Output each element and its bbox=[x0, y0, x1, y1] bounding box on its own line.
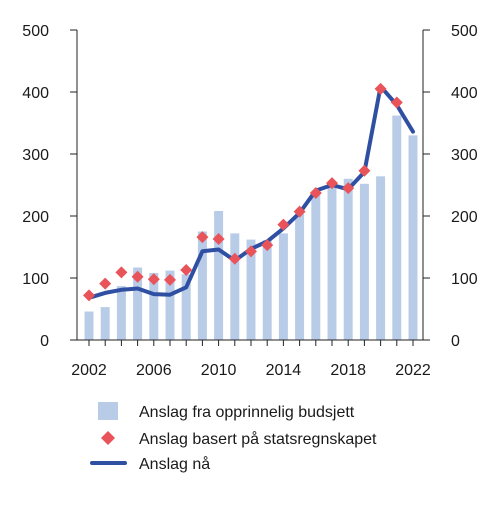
y-tick-label-left: 400 bbox=[22, 85, 49, 102]
axes bbox=[70, 29, 430, 346]
diamond-2011 bbox=[228, 252, 241, 265]
diamond-2020 bbox=[374, 82, 387, 95]
diamond-2009 bbox=[196, 231, 209, 244]
diamond-2003 bbox=[99, 277, 112, 290]
y-tick-label-right: 200 bbox=[451, 209, 478, 226]
bar-2017 bbox=[327, 183, 337, 340]
diamond-2015 bbox=[293, 205, 306, 218]
legend-label-line: Anslag nå bbox=[139, 455, 210, 473]
bar-2008 bbox=[181, 274, 191, 340]
legend-label-bar: Anslag fra opprinnelig budsjett bbox=[139, 404, 355, 421]
y-tick-label-right: 100 bbox=[451, 271, 478, 288]
bar-series bbox=[84, 115, 418, 340]
bar-2011 bbox=[230, 233, 240, 340]
bar-2010 bbox=[214, 211, 224, 340]
y-tick-label-right: 0 bbox=[451, 333, 460, 350]
x-tick-label: 2006 bbox=[136, 362, 172, 379]
bar-2019 bbox=[359, 183, 369, 340]
y-tick-label-right: 500 bbox=[451, 23, 478, 40]
diamond-2016 bbox=[309, 187, 322, 200]
bar-2014 bbox=[278, 233, 288, 340]
diamond-2017 bbox=[326, 177, 338, 190]
y-tick-label-left: 100 bbox=[22, 271, 49, 288]
legend: Anslag fra opprinnelig budsjett Anslag ba… bbox=[90, 402, 377, 473]
diamond-2004 bbox=[115, 266, 128, 279]
x-tick-label: 2010 bbox=[201, 362, 237, 379]
bar-2002 bbox=[84, 311, 94, 340]
diamond-2018 bbox=[342, 182, 355, 195]
y-axis-right-labels: 0 100 200 300 400 500 bbox=[451, 23, 478, 350]
diamond-2014 bbox=[277, 218, 290, 231]
bar-2018 bbox=[343, 178, 353, 340]
bar-2009 bbox=[197, 231, 207, 340]
bar-2022 bbox=[408, 135, 418, 340]
diamond-2008 bbox=[180, 263, 193, 276]
bar-2003 bbox=[100, 307, 110, 340]
bar-2015 bbox=[295, 214, 305, 340]
x-tick-label: 2014 bbox=[266, 362, 302, 379]
bar-2020 bbox=[376, 176, 386, 340]
diamond-2019 bbox=[358, 164, 371, 177]
x-axis-labels: 2002 2006 2010 2014 2018 2022 bbox=[71, 362, 431, 379]
diamond-2007 bbox=[164, 273, 176, 286]
diamond-2021 bbox=[390, 96, 403, 109]
bar-2007 bbox=[165, 270, 175, 340]
y-tick-label-left: 0 bbox=[40, 333, 49, 350]
bar-2005 bbox=[133, 267, 143, 340]
y-tick-label-right: 400 bbox=[451, 85, 478, 102]
diamond-2010 bbox=[212, 232, 225, 245]
y-tick-label-left: 300 bbox=[22, 147, 49, 164]
diamond-2006 bbox=[147, 273, 160, 286]
legend-swatch-bar bbox=[98, 402, 118, 420]
scatter-series bbox=[83, 82, 403, 302]
x-tick-label: 2002 bbox=[71, 362, 107, 379]
bar-2004 bbox=[116, 286, 126, 340]
y-tick-label-left: 200 bbox=[22, 209, 49, 226]
y-axis-left-labels: 0 100 200 300 400 500 bbox=[22, 23, 49, 350]
legend-swatch-diamond bbox=[101, 431, 115, 445]
legend-label-diamond: Anslag basert på statsregnskapet bbox=[139, 430, 377, 448]
bar-2021 bbox=[392, 115, 402, 340]
diamond-2002 bbox=[83, 289, 95, 302]
diamond-2005 bbox=[131, 270, 144, 283]
bar-2016 bbox=[311, 194, 321, 340]
y-tick-label-left: 500 bbox=[22, 23, 49, 40]
diamond-2013 bbox=[261, 239, 274, 252]
bar-2012 bbox=[246, 239, 256, 340]
bar-2006 bbox=[149, 273, 159, 340]
x-tick-label: 2022 bbox=[395, 362, 431, 379]
bar-2013 bbox=[262, 240, 272, 340]
diamond-2012 bbox=[245, 245, 257, 258]
x-tick-label: 2018 bbox=[330, 362, 366, 379]
y-tick-label-right: 300 bbox=[451, 147, 478, 164]
